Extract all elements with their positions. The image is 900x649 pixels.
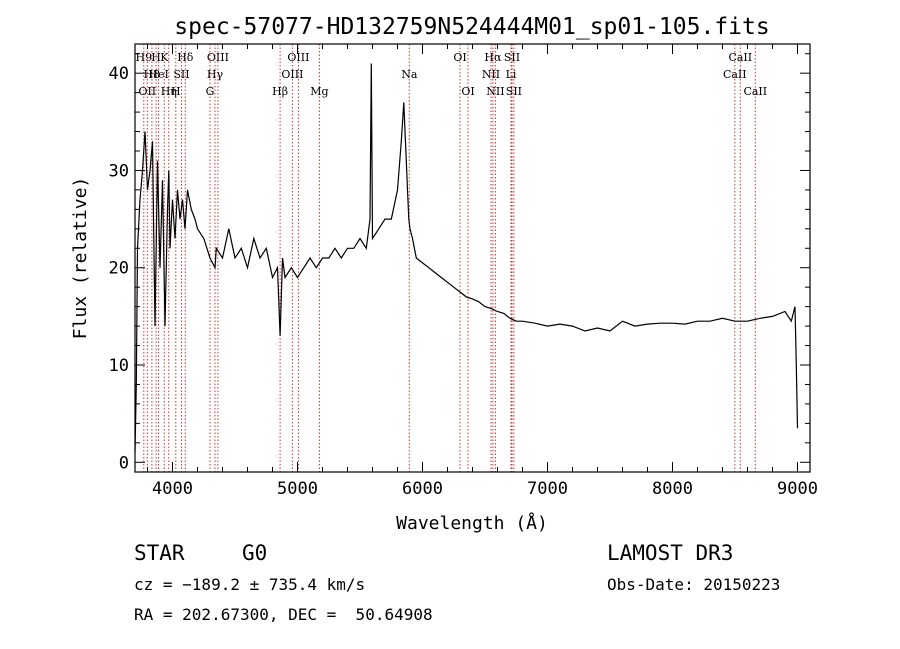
x-tick-label-1: 5000 — [277, 479, 318, 499]
line-label-0: H9 — [136, 51, 153, 64]
line-label-9: Hδ — [177, 51, 194, 64]
coords-text: RA = 202.67300, DEC = 50.64908 — [134, 605, 433, 624]
line-label-27: CaII — [728, 51, 752, 64]
line-label-8: SII — [173, 68, 189, 81]
x-tick-label-0: 4000 — [152, 479, 193, 499]
survey-label: LAMOST DR3 — [607, 541, 734, 565]
line-label-6: Hη — [161, 85, 177, 98]
y-tick-label-2: 20 — [109, 259, 129, 279]
x-tick-label-5: 9000 — [777, 479, 818, 499]
line-label-19: OI — [461, 85, 474, 98]
y-tick-label-4: 40 — [109, 64, 129, 84]
line-label-13: Hβ — [272, 85, 288, 98]
line-label-15: OIII — [287, 51, 309, 64]
line-label-3: H — [151, 51, 161, 64]
x-tick-label-4: 8000 — [652, 479, 693, 499]
line-label-10: G — [206, 85, 215, 98]
line-label-14: OIII — [281, 68, 303, 81]
line-label-18: OI — [453, 51, 466, 64]
y-tick-label-3: 30 — [109, 161, 129, 181]
y-tick-label-0: 0 — [119, 453, 129, 473]
line-labels: H9OIIH8HHeIKHηHSIIHδGHγOIIIHβOIIIOIIIMgN… — [136, 51, 768, 98]
line-label-21: Hα — [484, 51, 502, 64]
subclass-label: G0 — [242, 541, 268, 565]
x-tick-label-2: 6000 — [402, 479, 443, 499]
line-label-12: OIII — [207, 51, 229, 64]
x-axis-label: Wavelength (Å) — [396, 512, 548, 534]
line-label-22: NII — [486, 85, 504, 98]
line-label-20: NII — [482, 68, 500, 81]
line-label-4: HeI — [148, 68, 168, 81]
line-label-16: Mg — [310, 85, 328, 98]
redshift-text: cz = −189.2 ± 735.4 km/s — [134, 575, 366, 594]
line-label-24: SII — [504, 51, 520, 64]
line-label-5: K — [160, 51, 169, 64]
emission-line-markers — [143, 44, 756, 472]
line-label-25: SII — [506, 85, 522, 98]
line-label-2: H8 — [144, 68, 161, 81]
line-label-26: CaII — [723, 68, 747, 81]
obs-date-text: Obs-Date: 20150223 — [607, 575, 781, 594]
chart-title: spec-57077-HD132759N524444M01_sp01-105.f… — [174, 14, 769, 40]
y-axis-label: Flux (relative) — [70, 177, 91, 340]
line-label-28: CaII — [743, 85, 767, 98]
line-label-23: Li — [506, 68, 517, 81]
plot-frame — [134, 43, 811, 473]
line-label-11: Hγ — [207, 68, 224, 81]
x-tick-label-3: 7000 — [527, 479, 568, 499]
axis-ticks: 4000 5000 6000 7000 8000 9000 0 10 20 30 40 — [109, 44, 818, 499]
line-label-1: OII — [138, 85, 156, 98]
flux-series-line — [134, 63, 799, 453]
line-label-7: H — [171, 85, 181, 98]
class-label: STAR — [134, 541, 185, 565]
line-label-17: Na — [401, 68, 418, 81]
y-tick-label-1: 10 — [109, 356, 129, 376]
